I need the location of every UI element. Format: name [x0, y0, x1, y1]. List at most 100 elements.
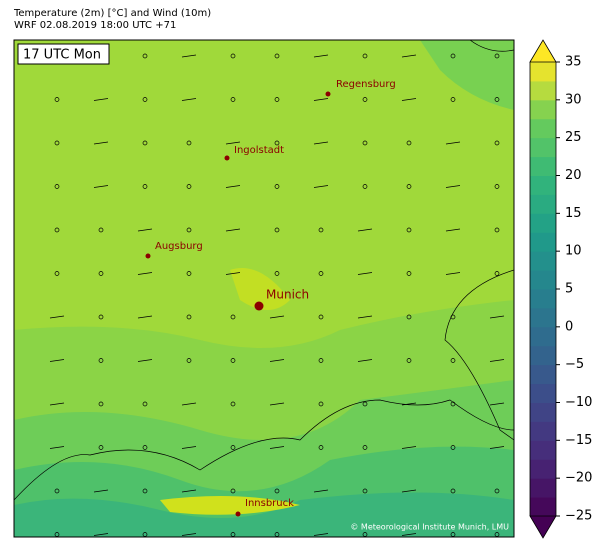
colorbar-extend [529, 515, 557, 539]
calm-marker [98, 445, 104, 450]
calm-marker [98, 227, 104, 233]
wind-barb [93, 185, 109, 188]
map-field [14, 40, 514, 537]
calm-marker [450, 488, 456, 494]
calm-marker [186, 358, 192, 363]
calm-marker [318, 227, 324, 233]
colorbar-tick-label: −20 [565, 471, 592, 486]
colorbar-tick-label: 0 [565, 319, 573, 334]
city-dot [325, 91, 331, 97]
colorbar-tick-label: 15 [565, 206, 582, 221]
wind-barb [93, 98, 109, 101]
calm-marker [362, 401, 368, 407]
calm-marker [450, 358, 456, 363]
calm-marker [318, 271, 324, 276]
wind-barb [49, 402, 65, 406]
city-dot [254, 301, 264, 311]
colorbar-band [530, 175, 556, 195]
calm-marker [494, 184, 500, 189]
calm-marker [98, 401, 104, 407]
calm-marker [230, 53, 236, 59]
calm-marker [406, 358, 412, 363]
wind-barb [225, 228, 241, 232]
calm-marker [230, 488, 236, 494]
calm-marker [362, 97, 368, 102]
wind-barb [49, 446, 65, 449]
calm-marker [274, 184, 280, 189]
wind-barb [93, 533, 109, 536]
calm-marker [362, 184, 368, 189]
calm-marker [450, 53, 456, 59]
colorbar: 35 30 25 20 15 10 5 0 −5 −10 −15 −20 −25 [529, 39, 592, 539]
calm-marker [230, 401, 236, 407]
wind-barb [269, 402, 285, 406]
colorbar-band [530, 80, 556, 101]
calm-marker [318, 445, 324, 450]
calm-marker [142, 401, 148, 407]
calm-marker [274, 53, 280, 59]
colorbar-band [530, 137, 556, 158]
colorbar-band [530, 383, 556, 403]
colorbar-tick-label: 10 [565, 244, 582, 259]
wind-barb [489, 402, 505, 406]
calm-marker [318, 314, 324, 320]
wind-barb [401, 402, 417, 406]
calm-marker [318, 358, 324, 363]
colorbar-tick-label: 30 [565, 92, 582, 107]
calm-marker [54, 227, 60, 233]
wind-barb [225, 272, 241, 275]
colorbar-band [530, 251, 556, 271]
calm-marker [494, 271, 500, 276]
wind-barb [93, 141, 109, 145]
colorbar-band [530, 440, 556, 460]
colorbar-band [530, 213, 556, 233]
wind-barb [269, 446, 285, 449]
wind-barb [225, 141, 241, 145]
colorbar-band [530, 156, 556, 176]
calm-marker [54, 184, 60, 189]
colorbar-tick-label: −10 [565, 395, 592, 410]
wind-barb [445, 272, 461, 275]
wind-barb [137, 228, 153, 232]
calm-marker [494, 140, 500, 146]
colorbar-extend [529, 39, 557, 63]
calm-marker [406, 271, 412, 276]
colorbar-band [530, 364, 556, 385]
colorbar-band [530, 421, 556, 441]
calm-marker [230, 314, 236, 320]
calm-marker [494, 227, 500, 233]
wind-barb [181, 489, 197, 493]
city-label: Innsbruck [245, 498, 294, 509]
calm-marker [494, 97, 500, 102]
calm-marker [142, 184, 148, 189]
calm-marker [54, 271, 60, 276]
colorbar-tick-label: −5 [565, 357, 584, 372]
calm-marker [186, 140, 192, 146]
colorbar-tick-label: 35 [565, 55, 582, 70]
calm-marker [98, 358, 104, 363]
calm-marker [274, 140, 280, 146]
title: Temperature (2m) [°C] and Wind (10m) [13, 8, 211, 19]
wind-barb [401, 489, 417, 493]
city-label: Munich [266, 288, 309, 302]
wind-barb [401, 446, 417, 449]
wind-barb [445, 185, 461, 188]
colorbar-band [530, 402, 556, 422]
calm-marker [98, 314, 104, 320]
city-label: Regensburg [336, 79, 396, 90]
calm-marker [494, 488, 500, 494]
colorbar-band [530, 194, 556, 214]
wind-barb [137, 272, 153, 275]
wind-barb [137, 315, 153, 319]
wind-barb [313, 185, 329, 188]
calm-marker [54, 97, 60, 102]
calm-marker [186, 271, 192, 276]
calm-marker [230, 97, 236, 102]
colorbar-band [530, 326, 556, 347]
wind-barb [401, 533, 417, 536]
wind-barb [357, 359, 373, 362]
copyright: © Meteorological Institute Munich, LMU [350, 523, 509, 532]
colorbar-band [530, 478, 556, 498]
wind-barb [313, 489, 329, 493]
wind-barb [357, 272, 373, 275]
